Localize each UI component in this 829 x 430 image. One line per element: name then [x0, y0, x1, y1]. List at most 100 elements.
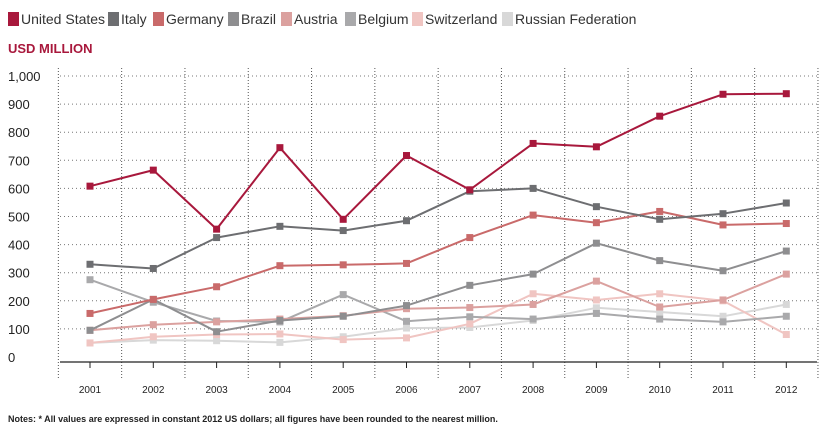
data-point-switzerland	[149, 333, 157, 341]
data-point-switzerland	[656, 290, 664, 298]
chart-notes: Notes: * All values are expressed in con…	[8, 414, 498, 424]
data-point-italy	[149, 264, 157, 272]
series-line-russian-federation	[89, 303, 787, 344]
data-point-russian-federation	[592, 304, 600, 312]
data-point-united-states	[592, 143, 600, 151]
x-tick-label: 2009	[585, 385, 608, 396]
data-point-switzerland	[782, 331, 790, 339]
data-point-germany	[339, 261, 347, 269]
data-point-united-states	[276, 144, 284, 152]
y-tick-label: 600	[8, 181, 30, 196]
x-tick-label: 2004	[269, 385, 292, 396]
data-point-italy	[339, 227, 347, 235]
data-point-germany	[213, 283, 221, 291]
y-axis-ticks: 0 100 200 300 400 500 600 700 800 900 1,000	[8, 69, 817, 365]
data-series	[86, 90, 790, 347]
data-point-united-states	[529, 139, 537, 147]
series-italy	[86, 184, 790, 272]
legend-label-russian-federation: Russian Federation	[515, 11, 636, 27]
legend-swatch-united-states	[8, 12, 19, 26]
data-point-united-states	[656, 112, 664, 120]
data-point-brazil	[529, 270, 537, 278]
data-point-united-states	[213, 225, 221, 233]
gridlines	[57, 68, 819, 380]
data-point-belgium	[719, 318, 727, 326]
data-point-germany	[276, 262, 284, 270]
x-tick-label: 2008	[522, 385, 545, 396]
series-line-belgium	[89, 278, 787, 323]
series-switzerland	[86, 290, 790, 347]
data-point-russian-federation	[782, 300, 790, 308]
data-point-russian-federation	[213, 337, 221, 345]
x-tick-label: 2003	[205, 385, 228, 396]
series-line-germany	[89, 210, 787, 315]
data-point-italy	[782, 199, 790, 207]
legend-label-brazil: Brazil	[241, 11, 276, 27]
data-point-belgium	[529, 315, 537, 323]
legend-swatch-germany	[153, 12, 164, 26]
data-point-russian-federation	[719, 312, 727, 320]
data-point-united-states	[719, 90, 727, 98]
series-line-austria	[89, 273, 787, 332]
x-tick-label: 2001	[79, 385, 102, 396]
legend-swatch-belgium	[345, 12, 356, 26]
series-germany	[86, 207, 790, 317]
legend: United States Italy Germany Brazil Austria Be…	[8, 11, 636, 27]
legend-label-italy: Italy	[121, 11, 147, 27]
legend-label-switzerland: Switzerland	[425, 11, 497, 27]
legend-label-united-states: United States	[21, 11, 105, 27]
data-point-germany	[86, 309, 94, 317]
data-point-united-states	[149, 166, 157, 174]
data-point-brazil	[719, 267, 727, 275]
series-united-states	[86, 90, 790, 233]
x-tick-label: 2012	[775, 385, 798, 396]
x-tick-label: 2007	[459, 385, 482, 396]
y-tick-label: 700	[8, 153, 30, 168]
data-point-austria	[149, 321, 157, 329]
data-point-russian-federation	[403, 324, 410, 332]
data-point-germany	[592, 219, 600, 227]
series-line-brazil	[89, 242, 787, 333]
data-point-italy	[403, 217, 410, 225]
data-point-switzerland	[529, 290, 537, 298]
data-point-switzerland	[339, 336, 347, 344]
y-tick-label: 500	[8, 210, 30, 225]
data-point-austria	[529, 300, 537, 308]
data-point-brazil	[466, 281, 474, 289]
data-point-austria	[656, 303, 664, 311]
data-point-switzerland	[592, 296, 600, 304]
data-point-germany	[719, 221, 727, 229]
legend-swatch-italy	[108, 12, 119, 26]
y-tick-label: 900	[8, 97, 30, 112]
x-tick-label: 2005	[332, 385, 355, 396]
data-point-belgium	[592, 309, 600, 317]
data-point-united-states	[782, 90, 790, 98]
data-point-brazil	[276, 316, 284, 324]
data-point-brazil	[339, 312, 347, 320]
data-point-austria	[592, 277, 600, 285]
data-point-italy	[656, 215, 664, 223]
y-tick-label: 1,000	[8, 69, 41, 84]
data-point-belgium	[339, 291, 347, 299]
y-tick-label: 0	[8, 350, 15, 365]
data-point-russian-federation	[466, 323, 474, 331]
data-point-united-states	[403, 152, 410, 160]
x-tick-label: 2011	[712, 385, 734, 396]
data-point-switzerland	[403, 334, 410, 342]
data-point-austria	[719, 296, 727, 304]
legend-swatch-austria	[281, 12, 292, 26]
legend-label-belgium: Belgium	[358, 11, 409, 27]
legend-swatch-brazil	[228, 12, 239, 26]
data-point-italy	[276, 222, 284, 230]
data-point-brazil	[592, 239, 600, 247]
data-point-brazil	[403, 302, 410, 310]
data-point-brazil	[213, 328, 221, 336]
data-point-austria	[213, 318, 221, 326]
x-tick-label: 2010	[649, 385, 672, 396]
data-point-switzerland	[86, 339, 94, 347]
legend-swatch-switzerland	[412, 12, 423, 26]
data-point-austria	[466, 304, 474, 312]
data-point-italy	[529, 184, 537, 192]
x-axis: 2001 2002 2003 2004 2005 2006 2007 2008 2009 2010…	[60, 361, 817, 396]
